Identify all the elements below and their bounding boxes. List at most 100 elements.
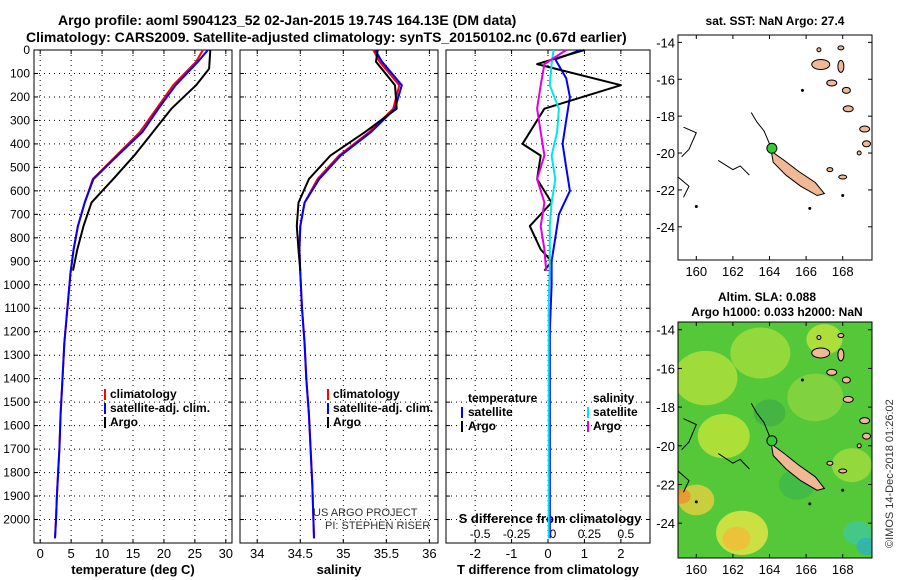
legend-label: satellite-adj. clim. [110, 401, 210, 415]
y-tick-label: 600 [10, 184, 30, 198]
reef-dot [808, 502, 812, 506]
bathymetry-contour [678, 470, 690, 493]
series-line-satellite [547, 49, 560, 539]
x-axis-label: T difference from climatology [457, 562, 640, 577]
map-y-tick-label: -22 [656, 477, 675, 492]
reef-dot [694, 500, 698, 504]
bathymetry-contour [750, 402, 770, 437]
island [837, 333, 845, 339]
y-tick-label: 1700 [3, 442, 30, 456]
island [826, 368, 838, 376]
sla-anomaly-patch [730, 327, 791, 379]
island [826, 79, 838, 87]
map-x-tick-label: 164 [759, 264, 781, 279]
x-tick-label-salinity: -0.5 [470, 527, 491, 541]
legend-label: satellite-adj. clim. [333, 401, 433, 415]
y-tick-label: 1400 [3, 372, 30, 386]
new-caledonia-landmass [770, 150, 826, 197]
map-y-tick-label: -14 [656, 35, 675, 50]
island [856, 443, 862, 449]
new-caledonia-landmass [770, 442, 826, 491]
sst-map-title: sat. SST: NaN Argo: 27.4 [706, 14, 845, 28]
y-tick-label: 100 [10, 66, 30, 80]
legend-label: satellite [468, 405, 513, 419]
series-line-satellite-adj-clim- [54, 49, 209, 539]
legend-label: Argo [333, 415, 361, 429]
y-tick-label: 0 [23, 43, 30, 57]
credit-imos: ©IMOS 14-Dec-2018 01:26:02 [884, 399, 896, 548]
header-line-2: Climatology: CARS2009. Satellite-adjuste… [26, 29, 627, 45]
x-tick-label: 36 [422, 546, 436, 561]
salinity-panel: 34 34.5 35 35.5 36 salinity climatologysatelli… [239, 49, 439, 577]
island [838, 468, 848, 474]
map-x-tick-label: 164 [759, 562, 781, 577]
map-y-tick-label: -24 [656, 220, 675, 235]
map-x-tick-label: 160 [685, 562, 707, 577]
reef-dot [800, 378, 804, 382]
bathymetry-contour [717, 159, 750, 176]
legend-title-salinity: salinity [593, 391, 635, 405]
series-line-climatology [298, 49, 401, 539]
map-y-tick-label: -24 [656, 516, 675, 531]
island [856, 150, 862, 156]
credit-project: US ARGO PROJECT [313, 507, 418, 519]
x-tick-label: 10 [95, 546, 109, 561]
x-tick-label: 34 [250, 546, 264, 561]
island [837, 59, 845, 73]
y-tick-label: 1600 [3, 419, 30, 433]
plot-frame [33, 49, 233, 544]
sla-anomaly-patch [697, 414, 750, 459]
island [859, 417, 871, 425]
x-tick-label-salinity: 0.25 [578, 527, 602, 541]
y-tick-label: 1300 [3, 348, 30, 362]
legend-label: Argo [468, 419, 496, 433]
island [862, 140, 872, 148]
y-tick-label: 2000 [3, 513, 30, 527]
island [837, 45, 845, 51]
island [837, 348, 845, 362]
legend-label: climatology [333, 387, 400, 401]
map-y-tick-label: -20 [656, 146, 675, 161]
bathymetry-contour [681, 418, 697, 451]
series-line-argo [521, 49, 622, 272]
reef-dot [841, 193, 845, 197]
x-tick-label: 5 [68, 546, 75, 561]
y-tick-label: 500 [10, 160, 30, 174]
series-line-argo [72, 49, 212, 271]
sla-anomaly-patch [856, 537, 872, 555]
x-tick-label: 1 [581, 546, 588, 561]
map-content [678, 45, 872, 210]
x-tick-label-salinity: -0.25 [503, 527, 531, 541]
bathymetry-contour [750, 112, 770, 145]
y-tick-label: 1100 [4, 301, 30, 315]
map-content [678, 322, 872, 558]
sla-map-title: Altim. SLA: 0.088 [718, 290, 816, 304]
y-tick-label: 400 [10, 137, 30, 151]
map-x-tick-label: 166 [795, 562, 817, 577]
island [838, 174, 848, 180]
island [816, 334, 822, 340]
argo-float-marker [766, 142, 778, 154]
y-tick-label: 700 [10, 207, 30, 221]
map-y-tick-label: -18 [656, 400, 675, 415]
x-axis-label: temperature (deg C) [71, 562, 195, 577]
map-frame [677, 34, 873, 261]
island [811, 59, 831, 71]
y-tick-label: 1200 [3, 325, 30, 339]
legend-label: Argo [110, 415, 138, 429]
temperature-panel: 0100200300400500600700800900100011001200… [3, 43, 233, 577]
sla-anomaly-patch [722, 526, 751, 551]
map-y-tick-label: -16 [656, 72, 675, 87]
sla-anomaly-patch [753, 399, 786, 427]
sla-map-subtitle: Argo h1000: 0.033 h2000: NaN [691, 305, 862, 319]
y-tick-label: 1500 [3, 395, 30, 409]
island [842, 105, 854, 113]
bathymetry-contour [678, 176, 690, 198]
x-tick-label: 20 [157, 546, 171, 561]
map-y-tick-label: -20 [656, 439, 675, 454]
bathymetry-contour [717, 453, 750, 470]
sla-anomaly-patch [831, 448, 872, 483]
map-x-tick-label: 168 [832, 264, 854, 279]
